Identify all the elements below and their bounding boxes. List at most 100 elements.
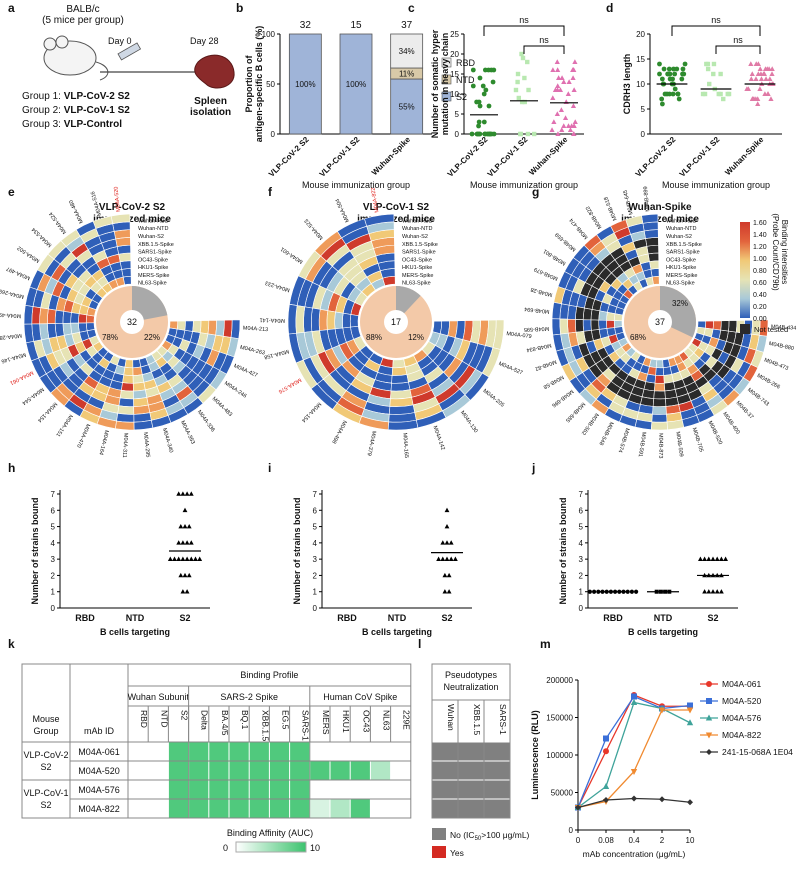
group-1-prefix: Group 1:	[22, 91, 64, 102]
affinity-cell	[189, 761, 209, 780]
circos-title: immunized mice	[357, 214, 435, 225]
mab-label: M04A-263	[239, 345, 265, 357]
heat-cell	[363, 213, 395, 227]
data-point	[184, 556, 190, 561]
heat-cell	[311, 307, 321, 332]
data-point	[184, 540, 190, 545]
y-tick-label: 2	[313, 571, 318, 580]
y-tick-label: 2	[51, 571, 56, 580]
spleen-line1: Spleen	[194, 96, 227, 107]
heat-cell	[219, 354, 235, 375]
row-label: Wuhan-NTD	[666, 226, 696, 232]
heat-cell	[645, 237, 659, 247]
table-frame	[21, 663, 412, 819]
not-tested-label: Not tested	[754, 325, 788, 334]
x-axis-title: B cells targeting	[362, 627, 432, 637]
panel-label-e: e	[8, 185, 15, 199]
affinity-gradient	[235, 841, 307, 853]
legend-tick: 0.40	[753, 292, 767, 299]
mab-label: M04A-142	[431, 425, 445, 451]
panel-label-k: k	[8, 637, 15, 651]
row-label: Wuhan-NTD	[138, 226, 168, 232]
marker	[630, 769, 638, 775]
row-label: XBB.1.5-Spike	[138, 242, 174, 248]
data-point	[559, 75, 565, 80]
neutralization-cell	[432, 780, 458, 799]
heat-cell	[358, 415, 390, 431]
data-point	[657, 71, 662, 77]
heat-cell	[197, 384, 217, 404]
heat-cell	[85, 314, 95, 324]
row-label: HKU1-Spike	[666, 265, 696, 271]
data-point	[572, 59, 578, 64]
heat-cell	[555, 348, 570, 367]
data-point	[184, 491, 190, 496]
column-label: MERS	[321, 710, 331, 735]
mab-label: M04A-295	[142, 432, 151, 458]
heat-cell	[392, 358, 406, 369]
data-point	[525, 59, 530, 65]
data-point	[448, 540, 454, 545]
y-axis-title: antigen-specific B cells (%)	[254, 26, 264, 143]
data-point	[562, 115, 569, 120]
mab-label: M04A-491	[0, 311, 21, 319]
data-point	[446, 572, 452, 578]
affinity-cell	[229, 780, 249, 799]
data-point	[176, 491, 182, 496]
column-label: Delta	[200, 710, 210, 730]
row-label: HKU1-Spike	[402, 265, 432, 271]
y-tick-label: 200000	[546, 676, 573, 685]
data-point	[670, 91, 676, 97]
binding-header: Binding Profile	[240, 670, 298, 680]
y-tick-label: 1	[313, 588, 318, 597]
column-label: NTD	[159, 710, 169, 727]
bar-RBD	[390, 33, 424, 69]
neutralization-cell	[458, 761, 484, 780]
row-label: XBB.1.5-Spike	[402, 242, 438, 248]
data-point	[559, 127, 565, 132]
mab-label: M04A-154	[300, 401, 322, 423]
heat-cell	[582, 307, 593, 321]
column-label: SARS-1	[498, 704, 508, 735]
heat-cell	[29, 269, 45, 290]
x-category-label: Wuhan-Spike	[370, 135, 412, 177]
data-point	[180, 556, 186, 561]
heat-cell	[23, 305, 34, 325]
data-point	[483, 87, 489, 93]
data-point	[484, 131, 490, 137]
data-point	[554, 87, 561, 92]
heat-cell	[122, 374, 134, 384]
group-2-name: VLP-CoV-1 S2	[63, 105, 130, 116]
heat-cell	[176, 320, 186, 331]
bar-S2	[390, 78, 424, 135]
x-category-label: VLP-CoV-2 S2	[446, 135, 490, 179]
row-label: SARS1-Spike	[666, 250, 700, 256]
mab-label: M04A-079	[506, 331, 532, 340]
heat-cell	[387, 419, 419, 431]
marker	[705, 714, 713, 721]
data-point	[481, 119, 487, 125]
heat-cell	[720, 320, 730, 332]
mab-label: M04A-151	[54, 413, 73, 437]
data-point	[674, 66, 680, 72]
y-tick-label: 20	[450, 50, 459, 59]
legend-swatch-NTD	[441, 74, 452, 85]
x-category-label: VLP-CoV-2 S2	[267, 135, 311, 179]
mab-label: M04A-497	[6, 265, 32, 281]
x-category-label: RBD	[337, 613, 357, 623]
data-point	[474, 99, 480, 105]
heat-cell	[116, 413, 135, 423]
mab-label: M04B-473	[763, 357, 789, 372]
heat-cell	[192, 320, 202, 333]
mab-label: M04A-379	[365, 430, 376, 456]
marker	[705, 732, 713, 739]
marker	[603, 735, 609, 742]
y-axis-title: mutation in heavy chain	[440, 33, 450, 136]
data-point	[186, 523, 192, 529]
data-point	[680, 71, 685, 77]
heat-cell	[209, 369, 227, 391]
heat-cell	[207, 320, 217, 336]
mab-label: M04B-82	[534, 358, 557, 371]
